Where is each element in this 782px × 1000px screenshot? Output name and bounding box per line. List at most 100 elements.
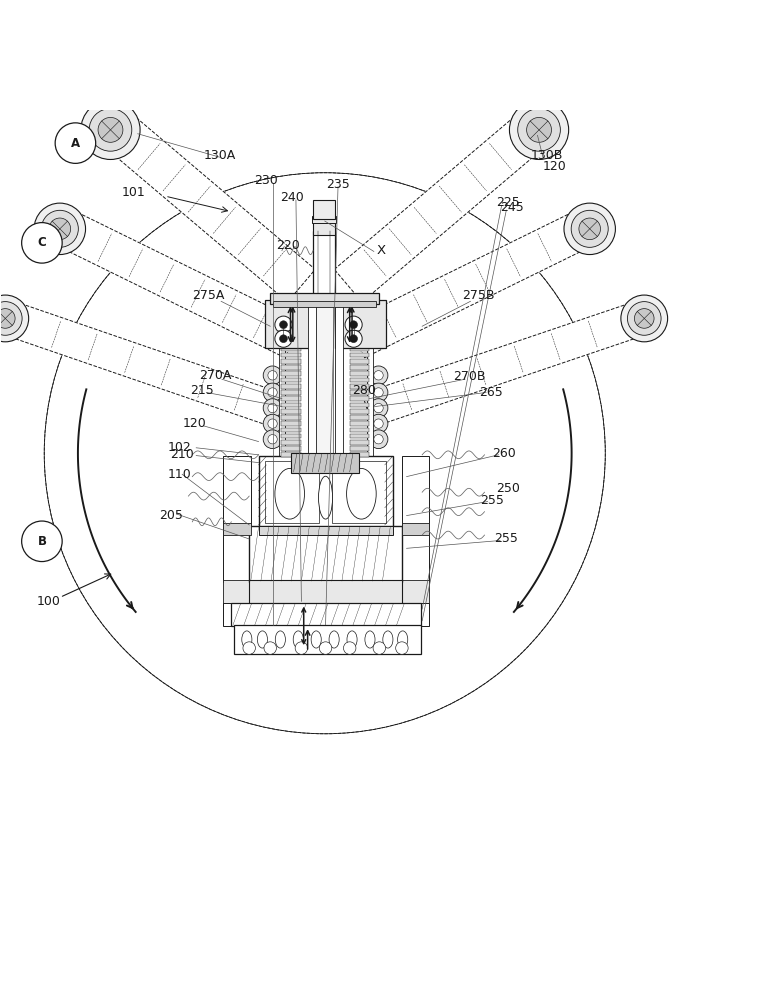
Circle shape xyxy=(264,414,282,433)
Bar xyxy=(291,453,359,473)
Bar xyxy=(282,378,300,382)
Circle shape xyxy=(396,642,408,654)
Text: 130A: 130A xyxy=(203,149,235,162)
Circle shape xyxy=(369,399,388,417)
Bar xyxy=(311,216,336,223)
Bar xyxy=(350,440,369,445)
Circle shape xyxy=(350,335,357,343)
Bar xyxy=(265,300,315,348)
Text: 230: 230 xyxy=(254,174,278,187)
Bar xyxy=(282,322,300,326)
Polygon shape xyxy=(63,214,302,358)
Bar xyxy=(282,434,300,438)
Bar xyxy=(273,301,376,307)
Bar xyxy=(282,340,300,345)
Ellipse shape xyxy=(275,631,285,648)
Circle shape xyxy=(627,302,661,335)
Bar xyxy=(282,446,300,451)
Circle shape xyxy=(343,642,356,654)
Bar xyxy=(350,328,369,332)
Text: 265: 265 xyxy=(479,386,503,399)
Bar xyxy=(350,446,369,451)
Bar xyxy=(282,353,300,357)
Bar xyxy=(282,452,300,457)
Bar xyxy=(282,371,300,376)
Bar xyxy=(350,340,369,345)
Polygon shape xyxy=(334,117,541,302)
Bar xyxy=(249,526,402,582)
Text: 205: 205 xyxy=(160,509,183,522)
Bar xyxy=(335,301,343,457)
Bar xyxy=(350,403,369,407)
Text: 101: 101 xyxy=(122,186,145,199)
Circle shape xyxy=(22,521,62,562)
Ellipse shape xyxy=(383,631,393,648)
Bar xyxy=(249,580,402,605)
Bar xyxy=(224,603,251,626)
Bar xyxy=(350,371,369,376)
Text: 120: 120 xyxy=(543,160,566,173)
Bar xyxy=(271,293,379,304)
Bar xyxy=(350,415,369,420)
Circle shape xyxy=(264,383,282,402)
Bar xyxy=(350,359,369,364)
Circle shape xyxy=(374,371,383,380)
Bar xyxy=(265,461,319,523)
Bar xyxy=(282,403,300,407)
Circle shape xyxy=(319,642,332,654)
Bar xyxy=(282,334,300,339)
Circle shape xyxy=(81,100,140,159)
Bar xyxy=(224,523,251,535)
Circle shape xyxy=(579,218,601,240)
Bar xyxy=(282,396,300,401)
Bar xyxy=(282,428,300,432)
Bar xyxy=(350,396,369,401)
Bar xyxy=(350,409,369,414)
Text: 270A: 270A xyxy=(199,369,231,382)
Circle shape xyxy=(509,100,569,159)
Bar xyxy=(307,301,316,457)
Bar xyxy=(332,461,386,523)
Bar xyxy=(350,421,369,426)
Circle shape xyxy=(345,330,362,347)
Text: 245: 245 xyxy=(500,201,524,214)
Circle shape xyxy=(41,210,78,247)
Bar xyxy=(350,428,369,432)
Text: 270B: 270B xyxy=(453,370,485,383)
Text: X: X xyxy=(377,244,386,257)
Text: 255: 255 xyxy=(480,494,504,507)
Bar xyxy=(282,390,300,395)
Circle shape xyxy=(264,399,282,417)
Bar xyxy=(314,301,333,457)
Bar xyxy=(224,526,251,582)
Polygon shape xyxy=(362,304,638,427)
Text: 275A: 275A xyxy=(192,289,224,302)
Circle shape xyxy=(264,430,282,449)
Bar xyxy=(282,409,300,414)
Bar xyxy=(231,603,421,626)
Circle shape xyxy=(0,309,15,328)
Polygon shape xyxy=(347,214,586,358)
Circle shape xyxy=(268,371,278,380)
Circle shape xyxy=(243,642,256,654)
Text: 110: 110 xyxy=(167,468,191,481)
Text: 280: 280 xyxy=(352,384,375,397)
Text: 235: 235 xyxy=(326,178,350,191)
Circle shape xyxy=(350,321,357,329)
Circle shape xyxy=(45,174,604,732)
Text: 250: 250 xyxy=(496,482,520,495)
Text: 220: 220 xyxy=(276,239,300,252)
Ellipse shape xyxy=(318,476,332,519)
Bar xyxy=(282,365,300,370)
Text: 120: 120 xyxy=(183,417,206,430)
Ellipse shape xyxy=(397,631,407,648)
Ellipse shape xyxy=(347,631,357,648)
Bar xyxy=(350,365,369,370)
Bar xyxy=(282,440,300,445)
Bar xyxy=(350,353,369,357)
Ellipse shape xyxy=(293,631,303,648)
Bar xyxy=(313,231,335,297)
Circle shape xyxy=(369,383,388,402)
Circle shape xyxy=(275,316,292,333)
Bar xyxy=(350,434,369,438)
